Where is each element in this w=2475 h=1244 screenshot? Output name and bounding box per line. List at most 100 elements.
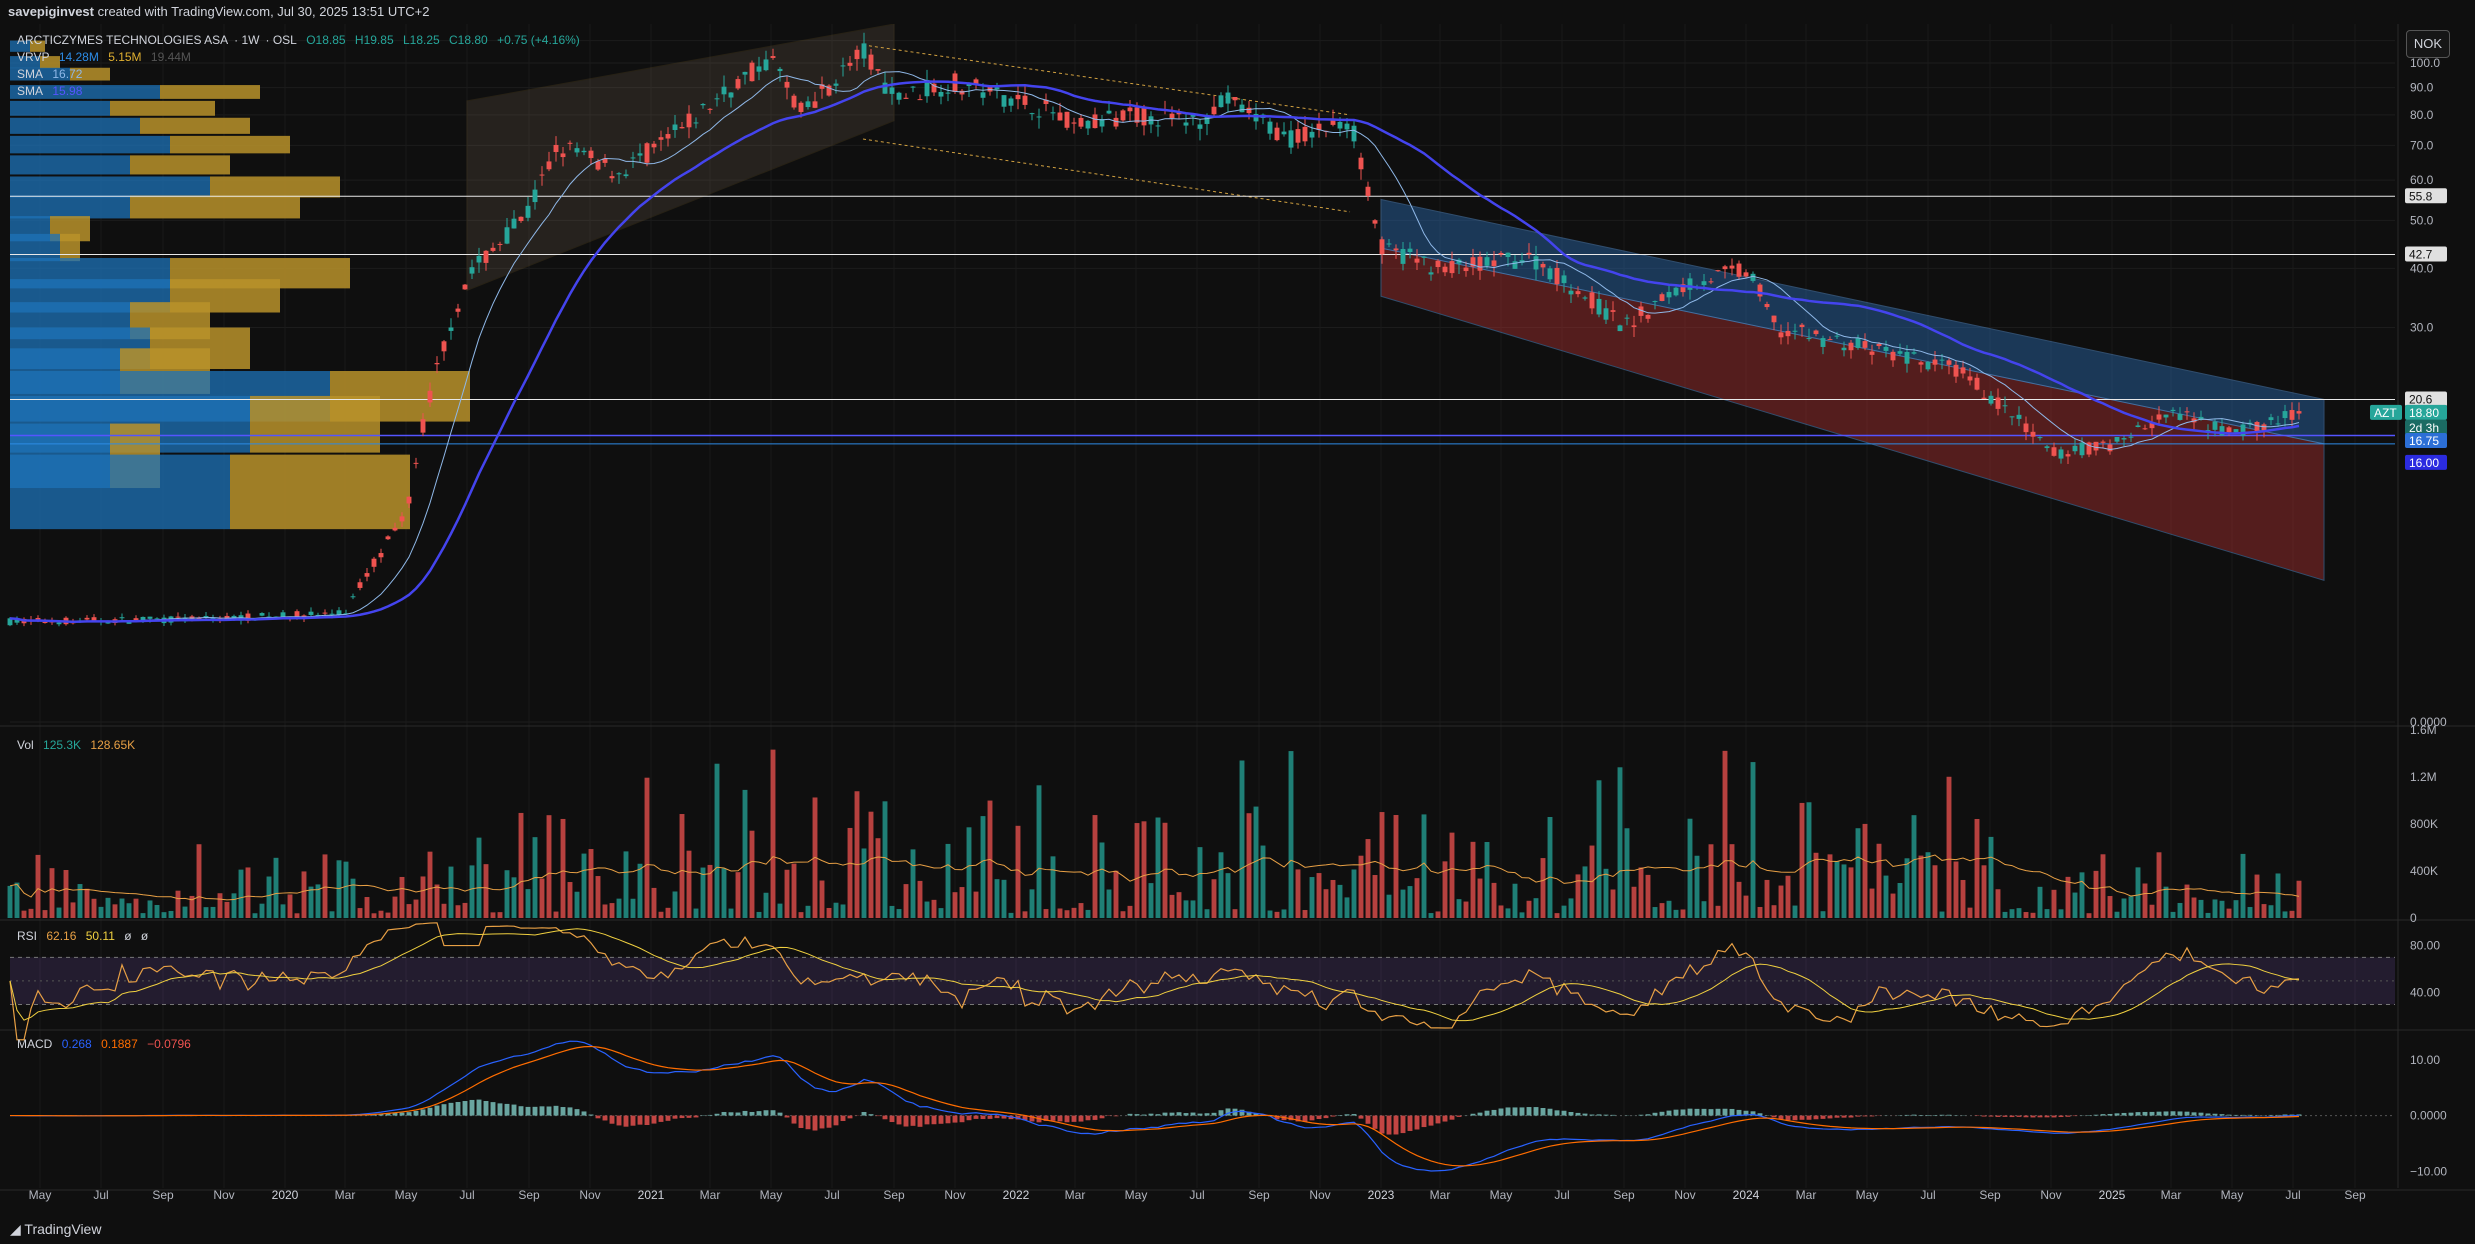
volume-bar (1540, 858, 1546, 918)
candle-body (2114, 437, 2120, 442)
vrvp-bar-up (10, 233, 60, 262)
volume-bar (266, 876, 272, 918)
vrvp-bar-down (30, 40, 45, 52)
macd-hist-bar (1092, 1115, 1098, 1120)
candle-body (931, 83, 937, 93)
vrvp-bar-down (110, 100, 215, 116)
volume-bar (2275, 873, 2281, 918)
candle-body (385, 536, 391, 540)
macd-hist-bar (2009, 1115, 2015, 1118)
macd-hist-bar (1323, 1115, 1329, 1119)
candle-body (777, 68, 783, 72)
macd-hist-bar (2149, 1111, 2155, 1116)
vol-legend[interactable]: Vol 125.3K 128.65K (17, 737, 141, 753)
volume-bar (147, 900, 153, 918)
candle-body (1596, 298, 1602, 315)
macd-hist-bar (2156, 1111, 2162, 1116)
volume-bar (1736, 881, 1742, 918)
candle-body (1484, 257, 1490, 266)
symbol-legend[interactable]: ARCTICZYMES TECHNOLOGIES ASA · 1W · OSL O1… (17, 33, 580, 47)
candle-body (434, 362, 440, 365)
macd-hist-bar (1519, 1107, 1525, 1116)
candle-body (1295, 129, 1301, 143)
candle-body (1330, 119, 1336, 125)
vol-ma: 128.65K (90, 738, 136, 752)
candle-body (721, 86, 727, 95)
time-tick-label: May (1490, 1188, 1513, 1202)
macd-hist: −0.0796 (147, 1037, 191, 1051)
volume-bar (2205, 912, 2211, 918)
header-text: created with TradingView.com, Jul 30, 20… (97, 4, 430, 19)
macd-hist-bar (910, 1115, 916, 1126)
currency-button[interactable]: NOK (2406, 30, 2450, 58)
macd-hist-bar (2212, 1113, 2218, 1116)
macd-hist-bar (1638, 1114, 1644, 1116)
sma2-legend[interactable]: SMA 15.98 (17, 83, 88, 99)
volume-bar (1211, 879, 1217, 918)
macd-legend[interactable]: MACD 0.268 0.1887 −0.0796 (17, 1036, 197, 1052)
sma2-badge: 16.00 (2409, 456, 2439, 470)
macd-hist-bar (1330, 1115, 1336, 1117)
candle-body (525, 205, 531, 218)
volume-bar (280, 904, 286, 918)
macd-hist-bar (882, 1115, 888, 1120)
candle-body (1218, 95, 1224, 108)
rsi-pane (9, 922, 2395, 1041)
macd-hist-bar (2044, 1115, 2050, 1118)
time-tick-label: Jul (824, 1188, 839, 1202)
macd-tick-label: 10.00 (2410, 1053, 2440, 1067)
candle-body (1785, 330, 1791, 337)
volume-bar (441, 903, 447, 918)
volume-bar (1477, 878, 1483, 918)
candle-body (882, 82, 888, 94)
candle-body (1890, 351, 1896, 361)
macd-hist-bar (2058, 1115, 2064, 1118)
candle-body (1372, 220, 1378, 224)
time-tick-label: Mar (1430, 1188, 1451, 1202)
candle-body (938, 91, 944, 97)
vrvp-down: 5.15M (108, 50, 142, 64)
candle-body (756, 66, 762, 72)
candle-body (2191, 418, 2197, 423)
macd-hist-bar (1393, 1115, 1399, 1135)
candle-body (994, 87, 1000, 90)
vrvp-legend[interactable]: VRVP 14.28M 5.15M 19.44M (17, 49, 197, 65)
volume-bar (91, 898, 97, 918)
volume-bar (826, 907, 832, 918)
macd-hist-bar (1715, 1108, 1721, 1116)
macd-hist-bar (1351, 1114, 1357, 1116)
macd-hist-bar (630, 1115, 636, 1126)
candle-body (1169, 113, 1175, 119)
volume-bar (1946, 776, 1952, 918)
time-tick-label: Jul (1920, 1188, 1935, 1202)
candle-body (546, 161, 552, 170)
macd-hist-bar (1743, 1110, 1749, 1116)
volume-bar (1547, 816, 1553, 918)
macd-hist-bar (1512, 1107, 1518, 1116)
candle-body (2135, 425, 2141, 428)
time-tick-label: Jul (93, 1188, 108, 1202)
time-tick-label: Nov (213, 1188, 234, 1202)
candle-body (1407, 248, 1413, 253)
volume-bar (84, 888, 90, 918)
macd-hist-bar (714, 1113, 720, 1116)
macd-hist-bar (1561, 1110, 1567, 1116)
candle-body (1449, 261, 1455, 274)
macd-hist-bar (1778, 1115, 1784, 1120)
macd-hist-bar (791, 1115, 797, 1124)
candle-body (126, 621, 132, 624)
macd-hist-bar (1029, 1115, 1035, 1122)
macd-hist-bar (847, 1115, 853, 1119)
rsi-legend[interactable]: RSI 62.16 50.11 ø ø (17, 928, 154, 944)
macd-hist-bar (2226, 1114, 2232, 1116)
macd-hist-bar (1225, 1108, 1231, 1116)
candle-body (2002, 405, 2008, 407)
volume-bar (511, 877, 517, 918)
time-tick-label: 2021 (638, 1188, 665, 1202)
macd-hist-bar (1680, 1109, 1686, 1116)
volume-bar (546, 815, 552, 918)
volume-bar (1183, 900, 1189, 918)
sma1-legend[interactable]: SMA 16.72 (17, 66, 88, 82)
macd-hist-bar (2198, 1112, 2204, 1116)
